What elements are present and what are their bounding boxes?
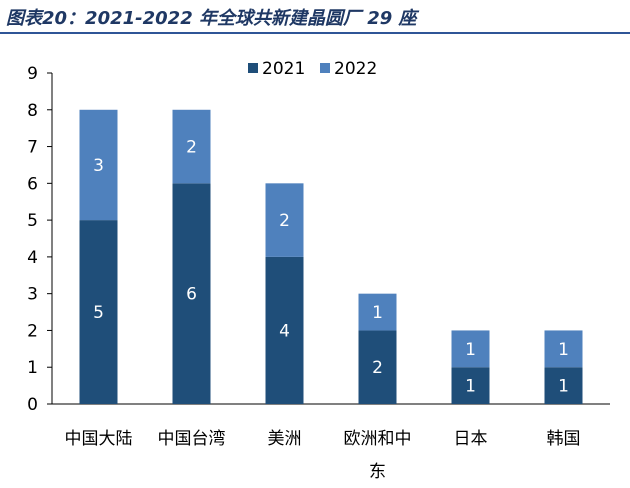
data-label-2021-2: 4	[279, 321, 290, 341]
data-label-2021-3: 2	[372, 358, 383, 378]
y-tick-label: 9	[27, 64, 38, 84]
data-label-2021-5: 1	[558, 377, 569, 397]
bar-2021-5	[544, 367, 583, 404]
y-tick-label: 7	[27, 138, 38, 158]
legend-swatch-2021	[248, 63, 258, 73]
data-label-2022-5: 1	[558, 340, 569, 360]
legend-swatch-2022	[320, 63, 330, 73]
title-bar: 图表20：2021-2022 年全球共新建晶圆厂 29 座	[0, 0, 630, 34]
x-category-label: 欧洲和中	[344, 429, 412, 449]
legend-label-2021: 2021	[262, 59, 305, 79]
bar-2022-4	[451, 330, 490, 368]
bar-2022-1	[172, 109, 211, 184]
data-label-2021-0: 5	[93, 303, 104, 323]
bar-2021-2	[265, 256, 304, 404]
x-category-label: 韩国	[547, 429, 581, 449]
bar-2022-2	[265, 183, 304, 257]
y-tick-label: 5	[27, 211, 38, 231]
x-category-label: 东	[369, 462, 386, 482]
y-tick-label: 1	[27, 358, 38, 378]
legend-label-2022: 2022	[334, 59, 377, 79]
bar-2021-0	[79, 220, 118, 404]
legend: 2021 2022	[248, 59, 377, 79]
x-category-label: 中国大陆	[65, 429, 133, 449]
x-category-label: 美洲	[268, 429, 302, 449]
bar-2021-4	[451, 367, 490, 404]
data-label-2022-3: 1	[372, 303, 383, 323]
x-category-label: 中国台湾	[158, 429, 226, 449]
bar-2021-1	[172, 183, 211, 404]
x-category-label: 日本	[454, 429, 488, 449]
data-label-2022-1: 2	[186, 138, 197, 158]
bar-2022-0	[79, 109, 118, 221]
data-label-2022-2: 2	[279, 211, 290, 231]
bar-2021-3	[358, 330, 397, 404]
data-label-2021-4: 1	[465, 377, 476, 397]
y-tick-label: 0	[27, 395, 38, 415]
y-tick-label: 2	[27, 321, 38, 341]
data-label-2022-0: 3	[93, 156, 104, 176]
bar-2022-5	[544, 330, 583, 368]
y-tick-label: 8	[27, 101, 38, 121]
data-label-2021-1: 6	[186, 285, 197, 305]
data-label-2022-4: 1	[465, 340, 476, 360]
bar-2022-3	[358, 293, 397, 331]
chart-title: 图表20：2021-2022 年全球共新建晶圆厂 29 座	[6, 8, 417, 29]
y-tick-label: 4	[27, 248, 38, 268]
y-axis-ticks: 0 1 2 3 4 5 6 7 8 9	[27, 64, 52, 415]
bars: 5 3 6 2 4 2 2 1 1 1 1 1	[79, 109, 583, 404]
y-tick-label: 3	[27, 285, 38, 305]
y-tick-label: 6	[27, 174, 38, 194]
